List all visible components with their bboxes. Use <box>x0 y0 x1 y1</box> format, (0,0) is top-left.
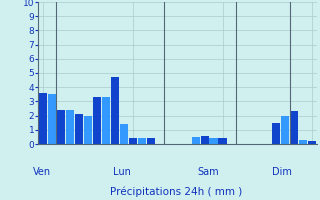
Bar <box>75 114 83 144</box>
Text: Ven: Ven <box>33 167 51 177</box>
Bar <box>299 140 308 144</box>
Bar <box>219 138 227 144</box>
Bar <box>93 97 101 144</box>
Bar <box>192 137 200 144</box>
Bar <box>57 110 65 144</box>
Bar <box>120 124 128 144</box>
Bar <box>308 141 316 144</box>
Bar <box>147 138 155 144</box>
Bar <box>138 138 146 144</box>
Text: Sam: Sam <box>197 167 219 177</box>
Bar <box>66 110 74 144</box>
Bar <box>201 136 209 144</box>
Text: Dim: Dim <box>272 167 292 177</box>
Text: Précipitations 24h ( mm ): Précipitations 24h ( mm ) <box>110 187 242 197</box>
Bar <box>111 77 119 144</box>
Text: Lun: Lun <box>113 167 131 177</box>
Bar <box>84 116 92 144</box>
Bar <box>290 111 298 144</box>
Bar <box>129 138 137 144</box>
Bar <box>210 138 218 144</box>
Bar <box>272 123 280 144</box>
Bar <box>48 94 56 144</box>
Bar <box>281 116 289 144</box>
Bar <box>39 93 47 144</box>
Bar <box>102 97 110 144</box>
